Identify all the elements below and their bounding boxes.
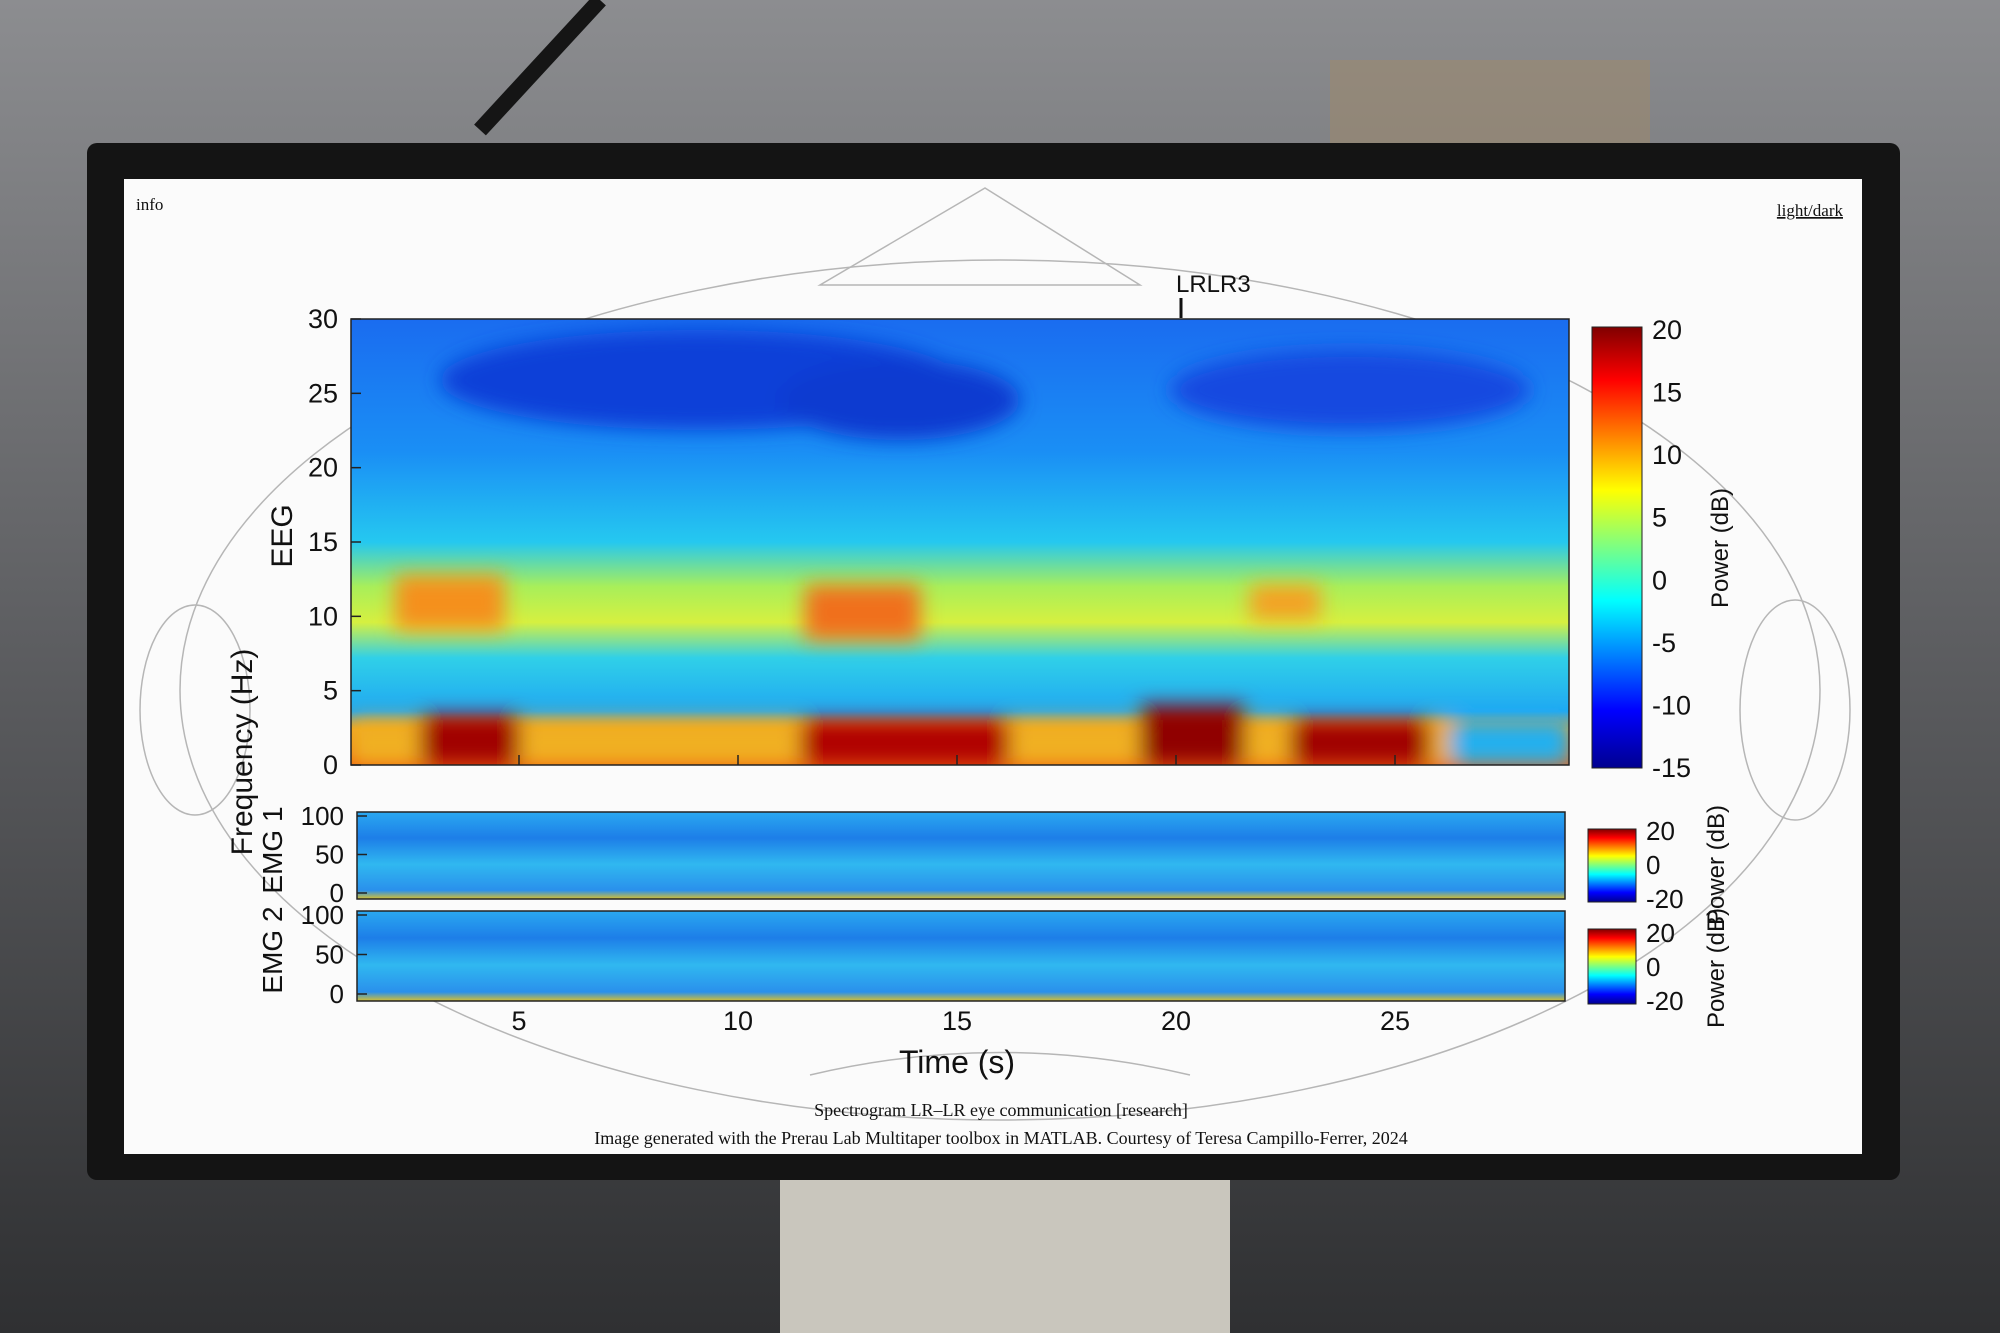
caption-credit: Image generated with the Prerau Lab Mult… — [594, 1128, 1407, 1148]
caption-title: Spectrogram LR–LR eye communication [res… — [814, 1100, 1188, 1120]
y-tick-label: 50 — [315, 940, 344, 970]
theme-toggle[interactable]: light/dark — [1777, 201, 1844, 220]
colorbar-tick-label: 0 — [1646, 952, 1660, 982]
x-axis-label: Time (s) — [899, 1044, 1015, 1080]
y-tick-label: 0 — [330, 979, 344, 1009]
x-tick-label: 25 — [1380, 1006, 1410, 1036]
x-tick-label: 5 — [511, 1006, 526, 1036]
y-tick-label: 50 — [315, 840, 344, 870]
panel-label: EMG 2 — [257, 906, 288, 993]
x-tick-label: 10 — [723, 1006, 753, 1036]
y-tick-label: 0 — [323, 750, 338, 780]
colorbar-tick-label: -5 — [1652, 628, 1676, 658]
x-tick-label: 15 — [942, 1006, 972, 1036]
y-axis-label: Frequency (Hz) — [226, 649, 259, 856]
colorbar-tick-label: 15 — [1652, 378, 1682, 408]
eeg-spectrogram — [351, 319, 1569, 765]
y-tick-label: 15 — [308, 527, 338, 557]
panel-label: EEG — [266, 504, 299, 567]
emg1-spectrogram — [356, 811, 1566, 900]
colorbar-label: Power (dB) — [1703, 805, 1730, 925]
colorbar-tick-label: -20 — [1646, 884, 1684, 914]
emg2-colorbar — [1587, 928, 1637, 1005]
colorbar-tick-label: 20 — [1646, 918, 1675, 948]
emg1-colorbar — [1587, 828, 1637, 903]
emg2-spectrogram — [356, 910, 1566, 1002]
y-tick-label: 25 — [308, 378, 338, 408]
y-tick-label: 30 — [308, 304, 338, 334]
panel-label: EMG 1 — [257, 806, 288, 893]
y-tick-label: 5 — [323, 676, 338, 706]
eeg-colorbar — [1591, 326, 1643, 769]
colorbar-label: Power (dB) — [1703, 908, 1730, 1028]
y-tick-label: 100 — [301, 900, 344, 930]
lamp-arm — [474, 0, 606, 136]
colorbar-tick-label: -20 — [1646, 986, 1684, 1016]
info-link[interactable]: info — [136, 195, 163, 214]
event-annotation: LRLR3 — [1176, 271, 1251, 298]
y-tick-label: 10 — [308, 601, 338, 631]
x-tick-label: 20 — [1161, 1006, 1191, 1036]
colorbar-tick-label: -10 — [1652, 690, 1691, 720]
y-tick-label: 20 — [308, 453, 338, 483]
colorbar-tick-label: 20 — [1652, 315, 1682, 345]
colorbar-tick-label: 0 — [1652, 565, 1667, 595]
colorbar-tick-label: 20 — [1646, 816, 1675, 846]
colorbar-tick-label: 10 — [1652, 440, 1682, 470]
colorbar-tick-label: -15 — [1652, 753, 1691, 783]
colorbar-tick-label: 0 — [1646, 850, 1660, 880]
y-tick-label: 0 — [330, 878, 344, 908]
colorbar-tick-label: 5 — [1652, 503, 1667, 533]
colorbar-label: Power (dB) — [1707, 488, 1734, 608]
monitor-stand — [780, 1180, 1230, 1333]
y-tick-label: 100 — [301, 801, 344, 831]
